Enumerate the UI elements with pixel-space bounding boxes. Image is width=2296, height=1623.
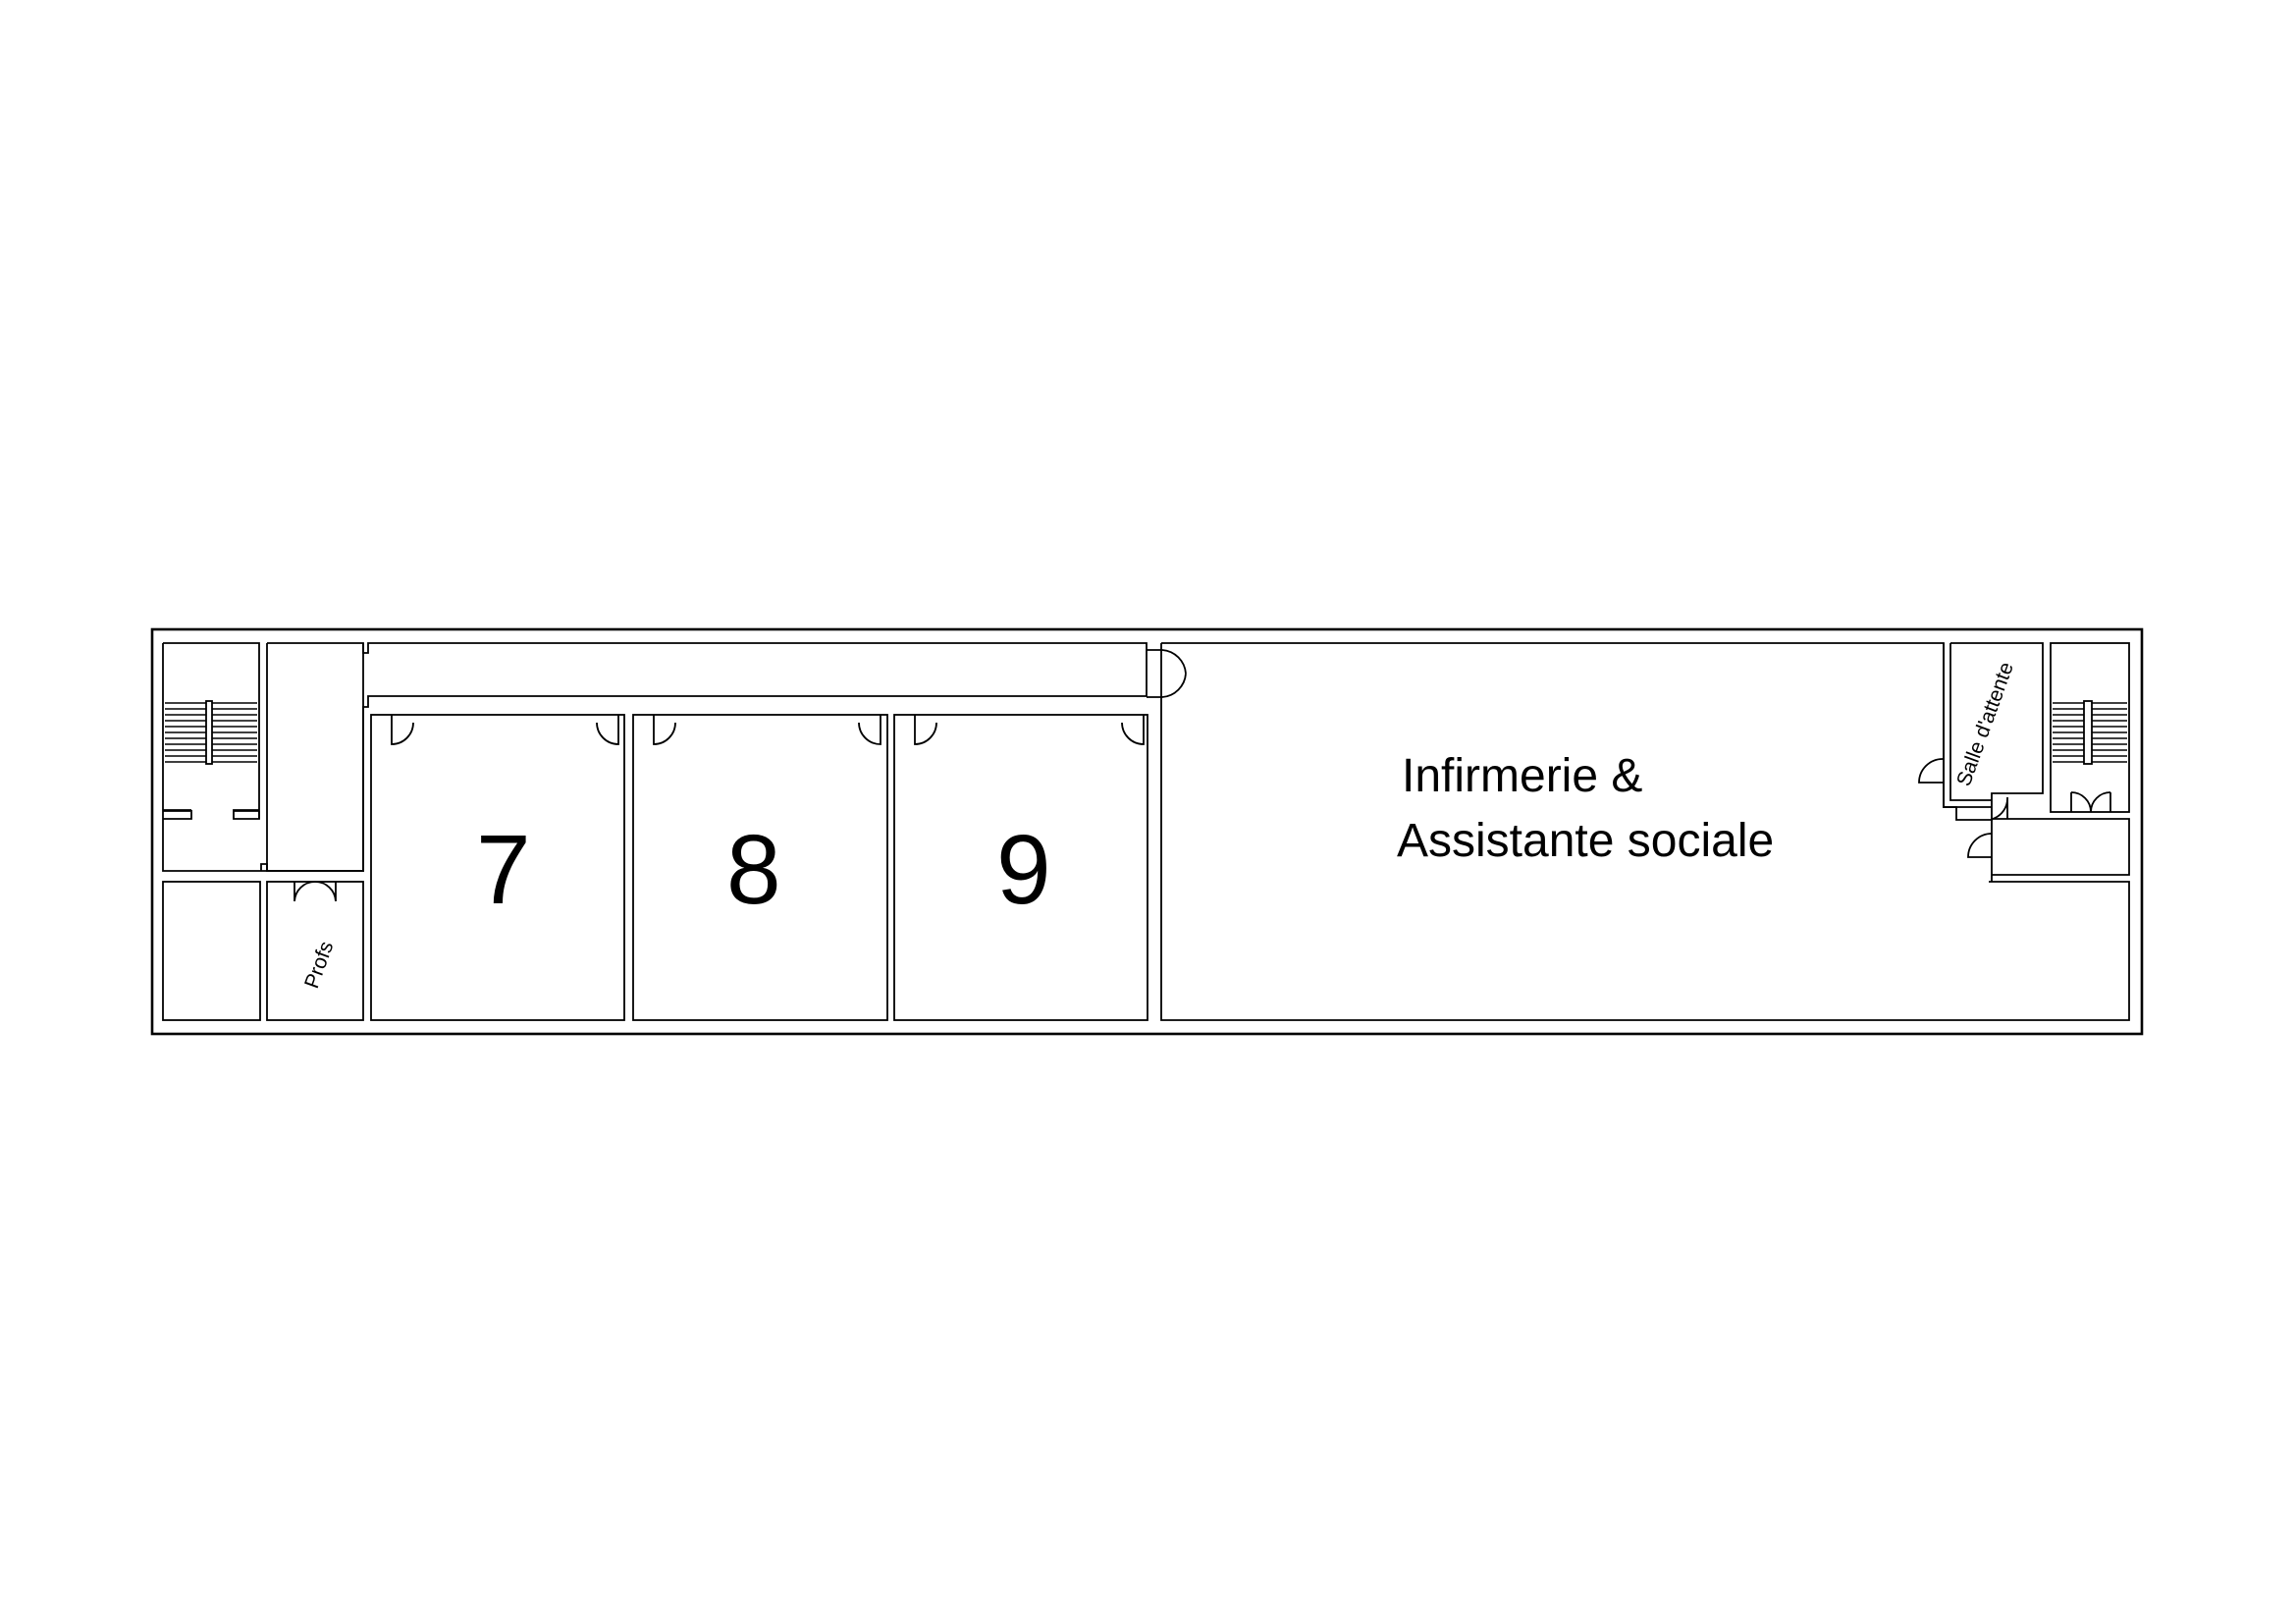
door-icon: [1918, 758, 2008, 858]
passage-wall: [1991, 818, 2130, 882]
door-icon: [391, 715, 619, 745]
room-8-number: 8: [726, 815, 781, 925]
waiting-room-label: Salle d'attente: [1952, 659, 2018, 788]
classroom-9: [893, 714, 1148, 1021]
room-7-number: 7: [476, 815, 531, 925]
double-door-icon: [1147, 649, 1187, 698]
double-door-icon: [2070, 791, 2111, 813]
inner-wall: [163, 643, 2129, 1020]
room-9-number: 9: [996, 815, 1051, 925]
stairwell-lower-wall: [163, 810, 260, 819]
corridor-wall-lower: [260, 863, 268, 871]
profs-label: Profs: [300, 939, 338, 992]
right-stairwell: [2050, 642, 2130, 813]
left-stairwell-wall: [162, 642, 364, 872]
corridor-wall: [266, 642, 1148, 872]
classroom-8: [632, 714, 888, 1021]
stairs-icon: [2053, 700, 2127, 765]
outer-wall: [150, 627, 2144, 1036]
classroom-7: [370, 714, 625, 1021]
double-door-icon: [294, 881, 337, 902]
small-room-left: [162, 881, 261, 1021]
infirmary-label-line2: Assistante sociale: [1397, 815, 1774, 867]
stairs-icon: [165, 700, 257, 765]
door-icon: [653, 715, 881, 745]
door-icon: [914, 715, 1145, 745]
infirmary-label-line1: Infirmerie &: [1402, 750, 1642, 802]
